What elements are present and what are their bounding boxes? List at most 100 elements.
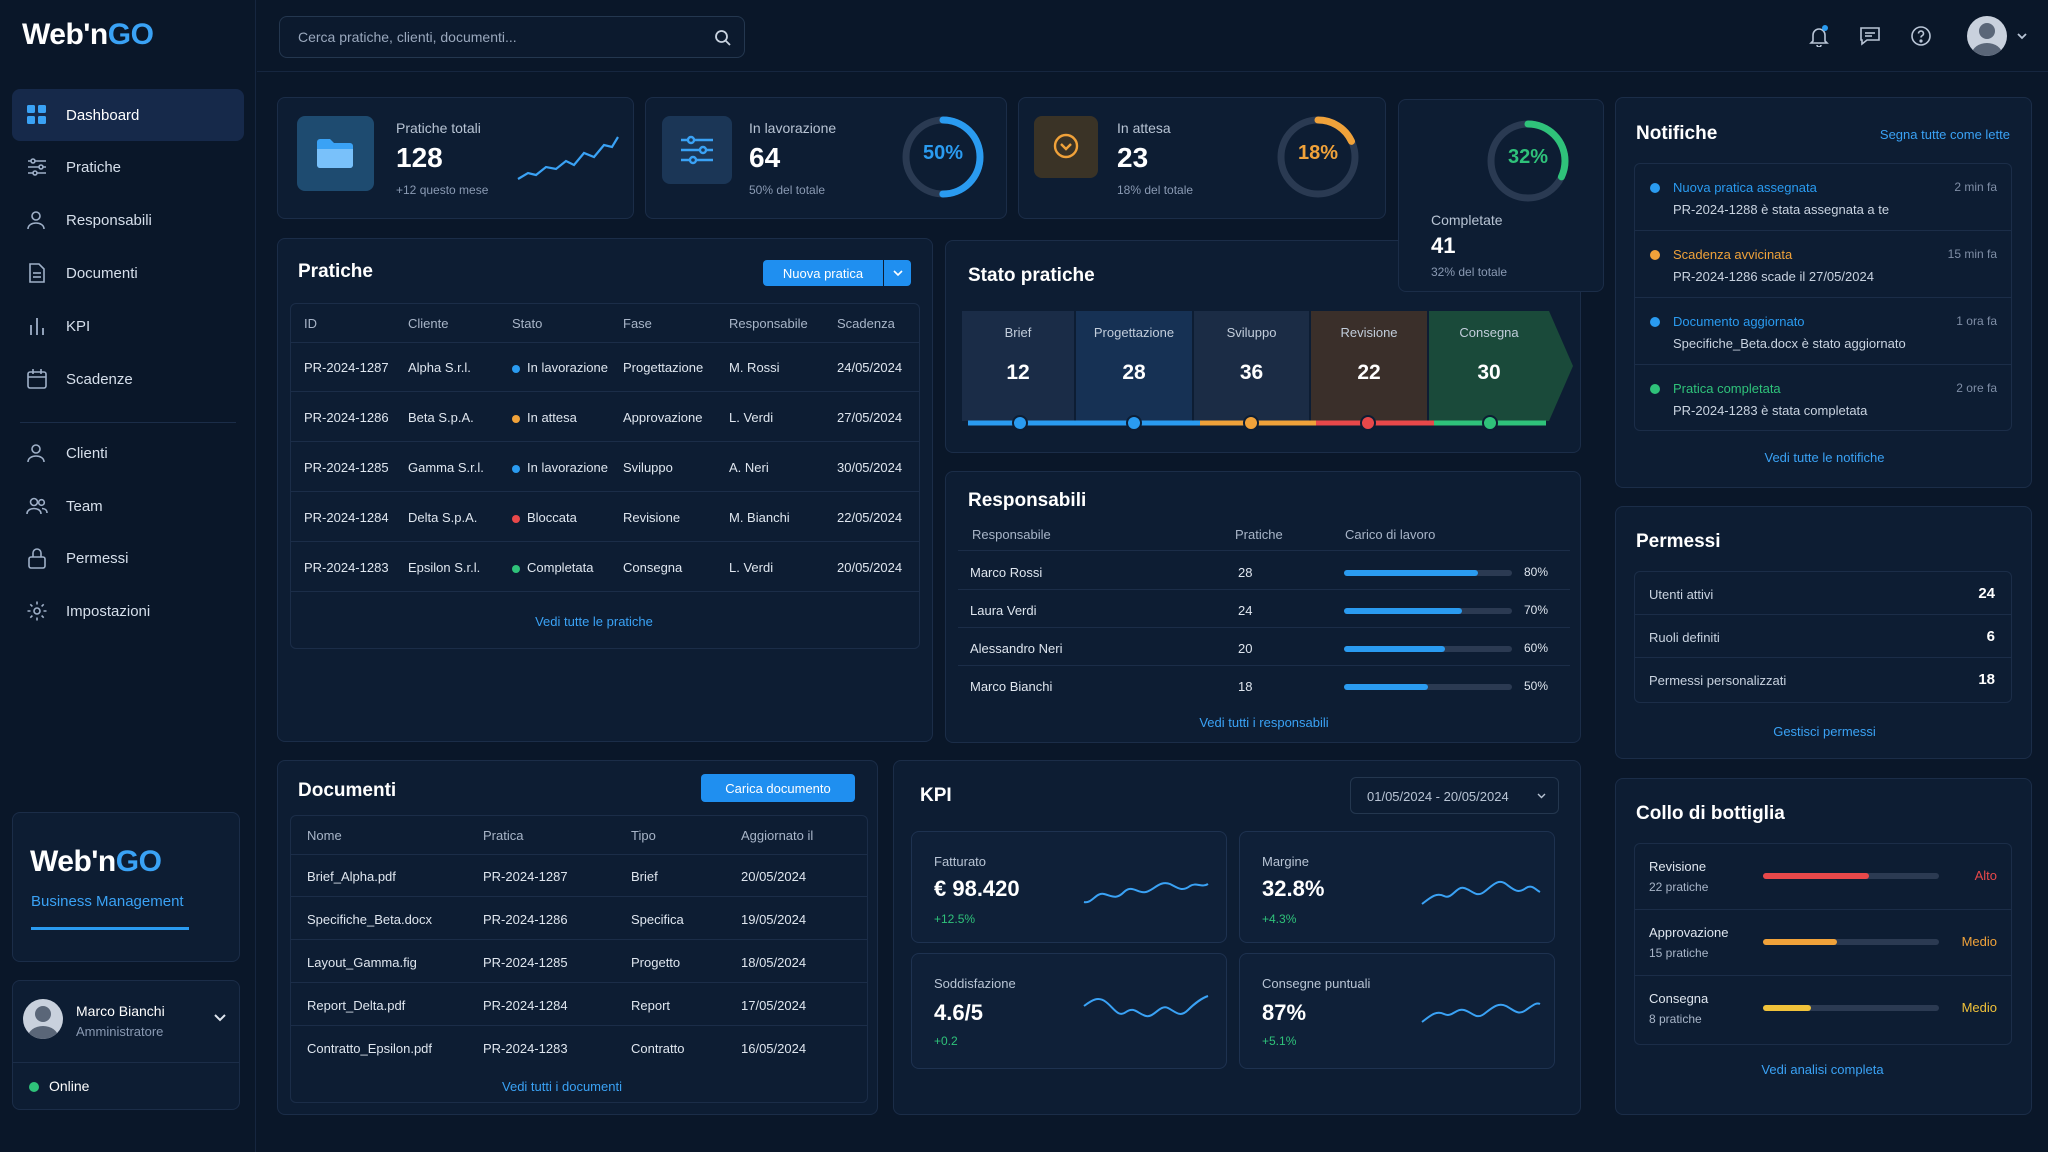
sidebar-item-permessi[interactable]: Permessi	[12, 532, 244, 584]
column-header[interactable]: Nome	[307, 828, 342, 843]
table-row[interactable]: Brief_Alpha.pdf PR-2024-1287 Brief 20/05/20…	[291, 854, 867, 897]
sidebar-item-team[interactable]: Team	[12, 480, 244, 532]
view-all-documenti-link[interactable]: Vedi tutti i documenti	[502, 1079, 622, 1094]
bottleneck-bar	[1763, 939, 1939, 945]
sidebar-item-pratiche[interactable]: Pratiche	[12, 141, 244, 193]
mark-all-read-link[interactable]: Segna tutte come lette	[1879, 127, 2010, 142]
chevron-down-icon	[1537, 793, 1546, 799]
table-row[interactable]: Marco Rossi 28 80%	[946, 552, 1582, 590]
column-header[interactable]: Scadenza	[837, 316, 895, 331]
responsabile-count: 24	[1238, 603, 1253, 618]
status-dot	[512, 514, 520, 523]
view-all-notifiche-link[interactable]: Vedi tutte le notifiche	[1764, 450, 1885, 465]
kpi-card-soddisfazione[interactable]: Soddisfazione 4.6/5 +0.2	[911, 953, 1227, 1069]
column-header[interactable]: Responsabile	[729, 316, 808, 331]
notification-item[interactable]: Pratica completata 2 ore fa PR-2024-1283 è…	[1635, 365, 2011, 432]
table-row[interactable]: PR-2024-1287 Alpha S.r.l. In lavorazione Pr…	[291, 342, 919, 392]
sidebar-item-documenti[interactable]: Documenti	[12, 247, 244, 299]
kpi-card-fatturato[interactable]: Fatturato € 98.420 +12.5%	[911, 831, 1227, 943]
view-full-analysis-link[interactable]: Vedi analisi completa	[1761, 1062, 1884, 1077]
kpi-card-consegne[interactable]: Consegne puntuali 87% +5.1%	[1239, 953, 1555, 1069]
table-row[interactable]: Specifiche_Beta.docx PR-2024-1286 Specific…	[291, 897, 867, 940]
user-card-divider	[13, 1062, 239, 1063]
stage-box[interactable]: Progettazione 28	[1076, 311, 1192, 421]
cell-pratica: PR-2024-1284	[483, 998, 568, 1013]
table-row[interactable]: PR-2024-1286 Beta S.p.A. In attesa Approvaz…	[291, 392, 919, 442]
table-row[interactable]: PR-2024-1283 Epsilon S.r.l. Completata Cons…	[291, 542, 919, 592]
bottleneck-row[interactable]: Consegna 8 pratiche Medio	[1635, 976, 2011, 1042]
row-divider	[291, 982, 867, 983]
user-role: Amministratore	[76, 1024, 164, 1039]
sidebar-item-scadenze[interactable]: Scadenze	[12, 353, 244, 405]
donut-percent: 50%	[922, 142, 964, 164]
bottleneck-row[interactable]: Approvazione 15 pratiche Medio	[1635, 910, 2011, 976]
document-name: Brief_Alpha.pdf	[307, 869, 396, 884]
notification-title: Scadenza avvicinata	[1673, 247, 1793, 262]
bottleneck-fill	[1763, 1005, 1811, 1011]
new-pratica-button[interactable]: Nuova pratica	[763, 260, 883, 286]
sidebar-item-responsabili[interactable]: Responsabili	[12, 194, 244, 246]
table-row[interactable]: Layout_Gamma.fig PR-2024-1285 Progetto 18/0…	[291, 940, 867, 983]
column-header[interactable]: Fase	[623, 316, 652, 331]
column-header[interactable]: Tipo	[631, 828, 656, 843]
sidebar-item-kpi[interactable]: KPI	[12, 300, 244, 352]
workload-fill	[1344, 684, 1428, 690]
sidebar-item-label: Pratiche	[66, 158, 122, 176]
bell-icon[interactable]	[1808, 25, 1830, 47]
stage-box[interactable]: Revisione 22	[1311, 311, 1427, 421]
kpi-card-margine[interactable]: Margine 32.8% +4.3%	[1239, 831, 1555, 943]
cell-date: 17/05/2024	[741, 998, 807, 1013]
table-row[interactable]: Report_Delta.pdf PR-2024-1284 Report 17/05/…	[291, 983, 867, 1026]
table-row[interactable]: PR-2024-1285 Gamma S.r.l. In lavorazione Sv…	[291, 442, 919, 492]
table-row[interactable]: Alessandro Neri 20 60%	[946, 628, 1582, 666]
table-row[interactable]: Marco Bianchi 18 50%	[946, 666, 1582, 704]
notification-item[interactable]: Nuova pratica assegnata 2 min fa PR-2024-1…	[1635, 164, 2011, 231]
column-header[interactable]: Stato	[512, 316, 543, 331]
workload-percent: 80%	[1524, 565, 1549, 579]
view-all-responsabili-link[interactable]: Vedi tutti i responsabili	[1199, 715, 1329, 730]
upload-document-button[interactable]: Carica documento	[701, 774, 855, 802]
new-pratica-dropdown[interactable]	[884, 260, 911, 286]
column-header[interactable]: Aggiornato il	[741, 828, 814, 843]
panel-title: Permessi	[1636, 531, 1721, 552]
avatar[interactable]	[23, 999, 63, 1039]
date-range-select[interactable]: 01/05/2024 - 20/05/2024	[1350, 777, 1559, 814]
workload-bar	[1344, 570, 1512, 576]
search-icon[interactable]	[714, 29, 732, 47]
bottleneck-row[interactable]: Revisione 22 pratiche Alto	[1635, 844, 2011, 910]
column-header[interactable]: Cliente	[408, 316, 449, 331]
sidebar-item-impostazioni[interactable]: Impostazioni	[12, 585, 244, 637]
notification-item[interactable]: Documento aggiornato 1 ora fa Specifiche_B…	[1635, 298, 2011, 365]
table-row[interactable]: Laura Verdi 24 70%	[946, 590, 1582, 628]
bottleneck-panel: Collo di bottiglia Revisione 22 pratiche A…	[1615, 778, 2032, 1115]
sidebar-item-clienti[interactable]: Clienti	[12, 427, 244, 479]
column-header[interactable]: ID	[304, 316, 317, 331]
kpi-value: 87%	[1262, 1000, 1307, 1025]
cell-fase: Consegna	[623, 560, 683, 575]
search-input[interactable]	[298, 29, 698, 45]
folder-icon	[297, 116, 374, 191]
permission-row[interactable]: Permessi personalizzati 18	[1635, 658, 2011, 701]
column-header[interactable]: Pratica	[483, 828, 524, 843]
avatar[interactable]	[1967, 16, 2007, 56]
brand-logo[interactable]: Web'nGO	[22, 18, 154, 51]
stage-box[interactable]: Brief 12	[962, 311, 1074, 421]
view-all-pratiche-link[interactable]: Vedi tutte le pratiche	[535, 614, 653, 629]
stage-box[interactable]: Consegna 30	[1429, 311, 1549, 421]
manage-permessi-link[interactable]: Gestisci permessi	[1773, 724, 1876, 739]
cell-fase: Approvazione	[623, 410, 703, 425]
permission-row[interactable]: Utenti attivi 24	[1635, 572, 2011, 615]
chevron-down-icon[interactable]	[213, 1013, 227, 1023]
permission-row[interactable]: Ruoli definiti 6	[1635, 615, 2011, 658]
notification-item[interactable]: Scadenza avvicinata 15 min fa PR-2024-1286…	[1635, 231, 2011, 298]
search-box[interactable]	[279, 16, 745, 58]
stage-box[interactable]: Sviluppo 36	[1194, 311, 1309, 421]
help-icon[interactable]	[1910, 25, 1932, 47]
chat-icon[interactable]	[1859, 25, 1881, 47]
table-row[interactable]: PR-2024-1284 Delta S.p.A. Bloccata Revision…	[291, 492, 919, 542]
kpi-panel: KPI 01/05/2024 - 20/05/2024 Fatturato € …	[893, 760, 1581, 1115]
sidebar-item-dashboard[interactable]: Dashboard	[12, 89, 244, 141]
chevron-down-icon[interactable]	[2016, 32, 2028, 40]
stage-label: Sviluppo	[1226, 325, 1277, 340]
table-row[interactable]: Contratto_Epsilon.pdf PR-2024-1283 Contrat…	[291, 1026, 867, 1069]
